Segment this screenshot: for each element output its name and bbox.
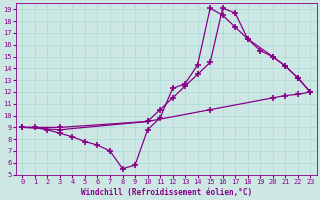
X-axis label: Windchill (Refroidissement éolien,°C): Windchill (Refroidissement éolien,°C): [81, 188, 252, 197]
